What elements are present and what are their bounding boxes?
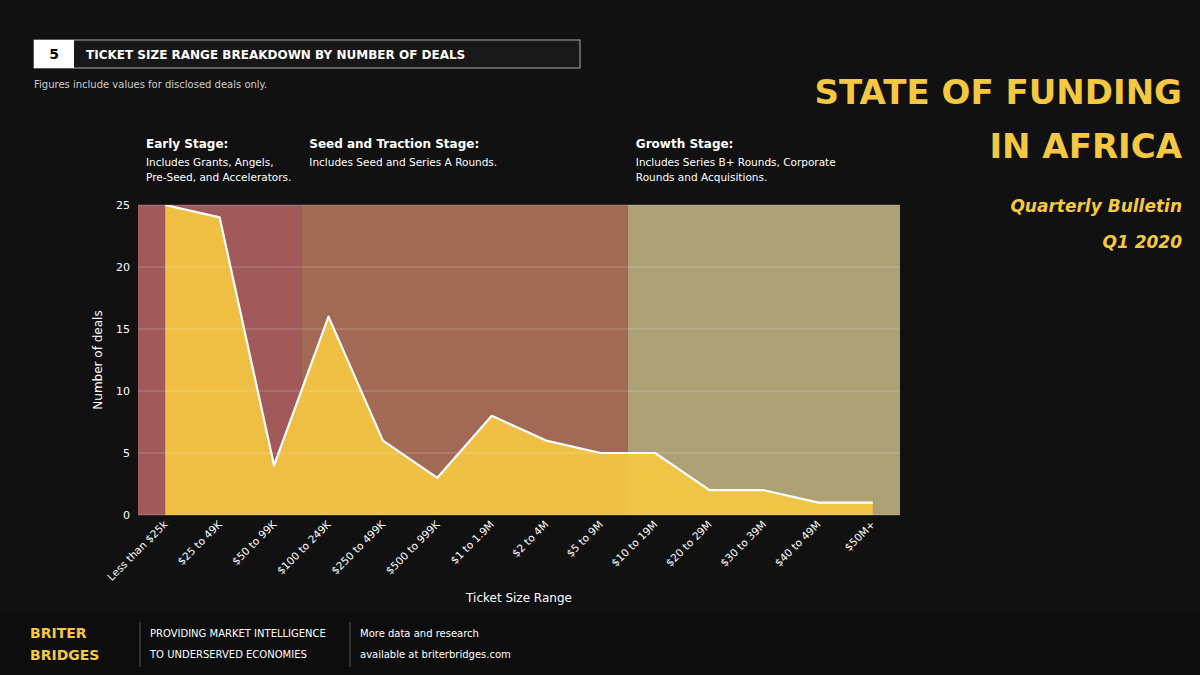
background — [0, 0, 1200, 675]
x-tick-label: $50 to 99K — [229, 517, 279, 567]
y-tick-label: 15 — [116, 323, 130, 336]
x-tick-label: $50M+ — [842, 518, 877, 553]
grid-line — [138, 391, 900, 392]
brand-sub: available at briterbridges.com — [360, 649, 511, 660]
x-tick-label: $100 to 249K — [274, 517, 333, 576]
brand-sub: More data and research — [360, 628, 479, 639]
y-tick-label: 0 — [123, 509, 130, 522]
title-box — [34, 40, 580, 68]
subtitle: Q1 2020 — [1102, 232, 1182, 252]
stage-description: Pre-Seed, and Accelerators. — [146, 171, 291, 183]
chart-number: 5 — [49, 46, 59, 62]
x-tick-label: $2 to 4M — [509, 518, 550, 559]
separator — [140, 622, 141, 667]
title-badge — [34, 40, 74, 68]
grid-line — [138, 453, 900, 454]
chart: 5 TICKET SIZE RANGE BREAKDOWN BY NUMBER O… — [0, 0, 1200, 675]
x-tick-label: $10 to 19M — [609, 518, 660, 569]
y-tick-label: 5 — [123, 447, 130, 460]
grid-line — [138, 205, 900, 206]
brand-text: BRITER — [30, 625, 87, 641]
separator — [350, 622, 351, 667]
stage-description: Rounds and Acquisitions. — [636, 171, 767, 183]
brand-sub: TO UNDERSERVED ECONOMIES — [149, 649, 307, 660]
x-tick-label: $250 to 499K — [329, 517, 388, 576]
y-tick-label: 10 — [116, 385, 130, 398]
brand-text: BRIDGES — [30, 647, 99, 663]
x-tick-label: $25 to 49K — [175, 517, 225, 567]
area — [165, 205, 873, 515]
footnote: Figures include values for disclosed dea… — [34, 79, 267, 90]
grid-line — [138, 329, 900, 330]
stage-label: Growth Stage: — [636, 137, 734, 151]
headline: STATE OF FUNDING — [815, 72, 1182, 112]
stage-description: Includes Grants, Angels, — [146, 156, 274, 168]
y-tick-label: 25 — [116, 199, 130, 212]
y-tick-label: 20 — [116, 261, 130, 274]
x-tick-label: $20 to 29M — [663, 518, 714, 569]
subtitle: Quarterly Bulletin — [1010, 196, 1182, 216]
x-tick-label: $30 to 39M — [718, 518, 769, 569]
x-tick-label: Less than $25k — [105, 517, 171, 583]
stage-label: Seed and Traction Stage: — [309, 137, 479, 151]
grid-line — [138, 515, 900, 516]
footer-bar — [0, 614, 1200, 675]
headline: IN AFRICA — [989, 126, 1182, 166]
plot-area — [138, 205, 900, 515]
brand-sub: PROVIDING MARKET INTELLIGENCE — [150, 628, 326, 639]
x-tick-label: $5 to 9M — [564, 518, 605, 559]
y-axis-label: Number of deals — [91, 310, 105, 409]
grid-line — [138, 267, 900, 268]
x-tick-label: $1 to 1.9M — [448, 518, 496, 566]
stage-description: Includes Seed and Series A Rounds. — [309, 156, 497, 168]
x-axis-label: Ticket Size Range — [465, 591, 572, 605]
x-tick-label: $40 to 49M — [772, 518, 823, 569]
line — [165, 205, 873, 503]
x-tick-label: $500 to 999K — [383, 517, 442, 576]
chart-title: TICKET SIZE RANGE BREAKDOWN BY NUMBER OF… — [86, 48, 465, 62]
stage-description: Includes Series B+ Rounds, Corporate — [636, 156, 836, 168]
stage-label: Early Stage: — [146, 137, 228, 151]
